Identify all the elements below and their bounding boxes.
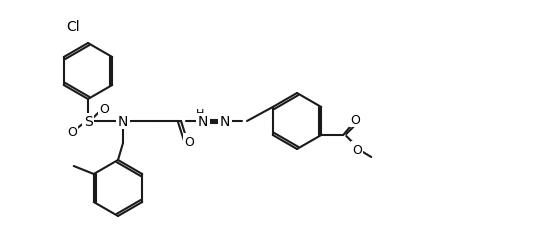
Text: O: O bbox=[184, 135, 194, 148]
Text: Cl: Cl bbox=[66, 20, 80, 34]
Text: S: S bbox=[84, 115, 92, 128]
Text: O: O bbox=[350, 113, 360, 126]
Text: O: O bbox=[67, 125, 77, 138]
Text: O: O bbox=[352, 143, 362, 156]
Text: N: N bbox=[198, 115, 208, 128]
Text: O: O bbox=[99, 103, 109, 116]
Text: H: H bbox=[196, 109, 204, 119]
Text: N: N bbox=[220, 115, 230, 128]
Text: N: N bbox=[118, 115, 128, 128]
